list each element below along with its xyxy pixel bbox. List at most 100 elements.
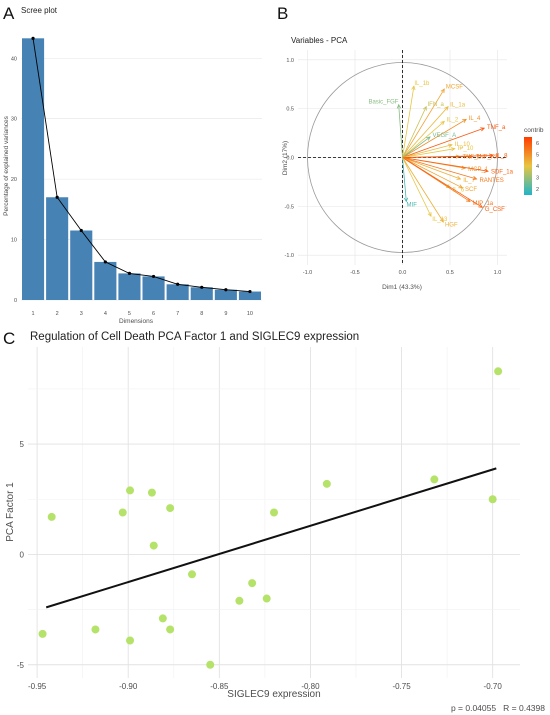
scatter-point — [147, 488, 156, 497]
pca-x-tick-label: 1.0 — [494, 270, 502, 276]
scree-y-tick-label: 0 — [14, 298, 17, 304]
pca-vector-label: IL_4 — [469, 116, 481, 122]
pca-vector-label: IFN_a — [428, 102, 445, 108]
pca-plot-xlabel: Dim1 (43.3%) — [382, 284, 422, 291]
pca-vector: Basic_FGF — [368, 100, 403, 158]
scree-x-tick-label: 5 — [128, 311, 131, 317]
contrib-legend-tick: 5 — [536, 152, 539, 158]
scatter-point — [188, 570, 196, 579]
scree-plot-ylabel: Percentage of explained variances — [3, 115, 10, 215]
scatter-x-tick-label: -0.95 — [28, 682, 47, 691]
contrib-legend-tick: 6 — [536, 141, 539, 147]
scree-plot-bars — [22, 38, 261, 301]
pca-vector-label: IL_7 — [463, 178, 475, 184]
pca-vector-label: TNF_RII — [476, 154, 499, 160]
scatter-x-tick-label: -0.75 — [392, 682, 411, 691]
scatter-y-tick-label: 5 — [20, 440, 25, 449]
pca-vector-label: IL_8 — [496, 153, 508, 159]
contrib-legend: contrib 2 3 4 5 6 — [524, 127, 544, 195]
contrib-colorbar — [524, 137, 532, 195]
scree-line-point — [103, 260, 107, 264]
pca-x-tick-label: -0.5 — [350, 270, 359, 276]
scree-x-tick-label: 6 — [152, 311, 155, 317]
pca-vector: VEGF_A — [402, 133, 456, 158]
stats-annotation: p = 0.04055 R = 0.4398 — [451, 703, 545, 713]
pca-x-tick-label: 0.0 — [399, 270, 407, 276]
scree-line-point — [55, 195, 59, 199]
scatter-plot-title: Regulation of Cell Death PCA Factor 1 an… — [30, 331, 359, 343]
scatter-point — [38, 629, 47, 638]
scree-bar — [214, 289, 237, 300]
pca-vector-label: MIF — [407, 202, 418, 208]
scree-line-point — [248, 289, 252, 294]
scree-line-point — [176, 282, 180, 286]
scatter-point — [118, 508, 127, 517]
scree-bar — [142, 276, 165, 300]
scatter-point — [488, 495, 497, 504]
pca-plot-ylabel: Dim2 (17%) — [282, 141, 289, 175]
scree-line-path — [32, 38, 250, 292]
panel-label-b: B — [277, 4, 288, 23]
pca-vector-label: MCSF — [446, 85, 463, 91]
panel-label-c: C — [3, 329, 15, 348]
pca-vector: IL_1a — [402, 102, 466, 158]
scatter-y-tick-label: 0 — [20, 550, 25, 559]
scree-line-point — [79, 228, 83, 233]
scree-bar — [190, 287, 213, 300]
scree-y-tick-label: 30 — [11, 117, 17, 123]
scree-bar — [70, 230, 93, 300]
scree-line-point — [31, 36, 35, 40]
scatter-point — [166, 504, 175, 513]
pca-x-tick-label: -1.0 — [303, 270, 312, 276]
pca-vector: MIF — [402, 157, 418, 208]
scree-line-point — [224, 288, 228, 292]
scatter-x-tick-label: -0.85 — [210, 682, 229, 691]
pca-vector-label: SCF — [465, 187, 477, 193]
pca-vector: MCSF — [402, 85, 463, 158]
scree-plot-ticks: 1 2 3 4 5 6 7 8 9 10 0 10 20 30 40 — [11, 56, 253, 317]
scree-x-tick-label: 7 — [176, 311, 179, 317]
scatter-point — [91, 625, 100, 634]
pca-vector: SDF_1a — [402, 157, 514, 176]
pca-vector-label: VEGF_A — [432, 133, 456, 139]
pca-vector: IL_8 — [402, 153, 508, 159]
siglec9-scatter-panel: Regulation of Cell Death PCA Factor 1 an… — [5, 331, 545, 713]
scree-bar — [46, 197, 69, 300]
scatter-point — [262, 594, 271, 603]
scatter-point — [494, 367, 503, 376]
scatter-point — [158, 614, 167, 623]
pca-vector: IL_13 — [402, 157, 448, 223]
contrib-legend-title: contrib — [524, 127, 544, 134]
regression-line — [45, 467, 497, 609]
scree-line-point — [127, 271, 132, 276]
pca-y-tick-label: 1.0 — [286, 58, 294, 64]
scree-x-tick-label: 4 — [104, 311, 107, 317]
scatter-plot-ticks: -0.95 -0.90 -0.85 -0.80 -0.75 -0.70 -5 0 5 — [17, 440, 502, 691]
pca-y-tick-label: -0.5 — [285, 204, 294, 210]
scree-x-tick-label: 10 — [247, 311, 253, 317]
scree-line-point — [200, 285, 204, 289]
pca-y-tick-label: 0.5 — [286, 107, 294, 113]
pca-vector: HGF — [402, 157, 458, 229]
pca-vector-label: TNF_b — [462, 154, 481, 160]
pca-vector: TNF_a — [402, 125, 506, 158]
scree-y-tick-label: 10 — [11, 238, 17, 244]
scatter-x-tick-label: -0.80 — [301, 682, 320, 691]
scatter-point — [149, 541, 158, 550]
scree-plot-line — [31, 36, 252, 294]
scree-x-tick-label: 9 — [224, 311, 227, 317]
scatter-point — [430, 475, 439, 484]
pca-vectors: IL_1b MCSF Basic_FGF IFN_a IL_1a IL_2 IL_4 TNF_… — [368, 81, 513, 228]
scree-bar — [94, 261, 117, 300]
scree-plot-panel: Scree plot 1 2 3 4 5 6 7 8 9 10 0 10 20 30 40 Dimensio… — [3, 6, 262, 325]
scatter-point — [248, 579, 257, 588]
pca-y-tick-label: 0.0 — [286, 156, 294, 162]
scree-bar — [238, 291, 261, 300]
contrib-legend-ticks: 2 3 4 5 6 — [536, 141, 539, 193]
contrib-legend-tick: 3 — [536, 176, 539, 182]
scatter-plot-grid — [28, 347, 520, 678]
pca-vector-label: IL_1a — [450, 102, 466, 108]
pca-vector-label: IP_10 — [458, 146, 474, 152]
scatter-y-tick-label: -5 — [17, 661, 25, 670]
